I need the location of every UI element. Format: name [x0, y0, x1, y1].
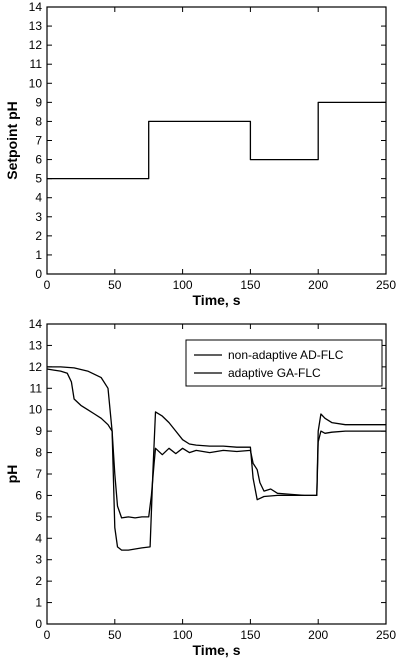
y-axis-title: pH [4, 465, 20, 484]
y-tick-label: 0 [35, 617, 42, 631]
y-tick-label: 4 [35, 191, 42, 205]
y-tick-label: 7 [35, 134, 42, 148]
y-tick-label: 13 [29, 19, 43, 33]
x-axis-title: Time, s [193, 642, 241, 658]
x-tick-label: 100 [173, 628, 193, 642]
y-tick-label: 9 [35, 424, 42, 438]
x-tick-label: 200 [308, 278, 328, 292]
setpoint-chart: 0 50 100 150 200 25001234567891011121314Time,… [4, 0, 396, 308]
plot-frame [46, 6, 387, 275]
x-axis-title: Time, s [193, 292, 241, 308]
y-tick-label: 5 [35, 510, 42, 524]
x-tick-label: 250 [376, 628, 396, 642]
y-tick-label: 6 [35, 153, 42, 167]
legend-label-2: adaptive GA-FLC [228, 366, 321, 380]
series-line-2 [46, 368, 386, 519]
y-tick-label: 6 [35, 488, 42, 502]
x-tick-label: 50 [108, 278, 122, 292]
x-tick-label: 200 [308, 628, 328, 642]
y-tick-label: 12 [29, 38, 43, 52]
x-tick-label: 250 [376, 278, 396, 292]
x-tick-label: 150 [240, 278, 260, 292]
y-tick-label: 14 [29, 0, 43, 14]
y-tick-label: 12 [29, 360, 43, 374]
y-tick-label: 1 [35, 596, 42, 610]
legend-box [185, 339, 383, 387]
y-tick-label: 14 [29, 317, 43, 331]
ph-response-chart: 0 50 100 150 200 25001234567891011121314Time,… [4, 317, 396, 658]
y-tick-label: 8 [35, 114, 42, 128]
y-tick-label: 4 [35, 531, 42, 545]
y-tick-label: 1 [35, 248, 42, 262]
y-tick-label: 0 [35, 267, 42, 281]
y-tick-label: 10 [29, 76, 43, 90]
series-line-1 [47, 101, 386, 180]
x-tick-label: 150 [240, 628, 260, 642]
x-tick-label: 0 [44, 278, 51, 292]
y-tick-label: 13 [29, 338, 43, 352]
x-tick-label: 0 [44, 628, 51, 642]
y-tick-label: 3 [35, 210, 42, 224]
y-axis-title: Setpoint pH [4, 101, 20, 180]
y-tick-label: 2 [35, 574, 42, 588]
y-tick-label: 2 [35, 229, 42, 243]
x-tick-label: 50 [108, 628, 122, 642]
y-tick-label: 10 [29, 403, 43, 417]
y-tick-label: 3 [35, 553, 42, 567]
y-tick-label: 11 [30, 57, 43, 71]
x-tick-label: 100 [173, 278, 193, 292]
series-line-1 [47, 366, 386, 551]
y-tick-label: 11 [30, 381, 43, 395]
y-tick-label: 5 [35, 172, 42, 186]
y-tick-label: 7 [35, 467, 42, 481]
legend-label-1: non-adaptive AD-FLC [228, 348, 344, 362]
y-tick-label: 8 [35, 446, 42, 460]
y-tick-label: 9 [35, 95, 42, 109]
